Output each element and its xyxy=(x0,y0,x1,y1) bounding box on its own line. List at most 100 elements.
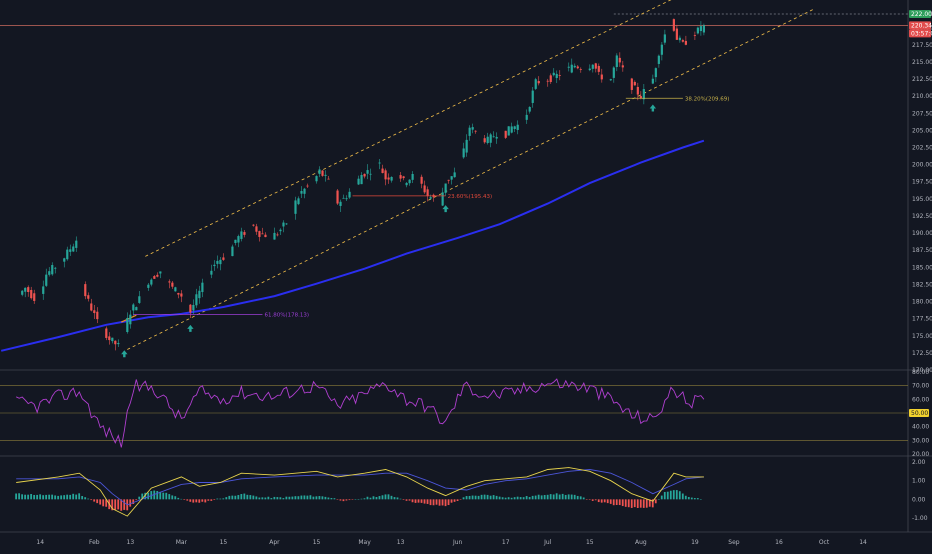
candle[interactable] xyxy=(255,223,258,235)
candle[interactable] xyxy=(408,179,411,186)
candle[interactable] xyxy=(195,288,198,308)
candle[interactable] xyxy=(663,29,666,45)
candle[interactable] xyxy=(390,176,393,183)
candle[interactable] xyxy=(600,68,603,83)
candle[interactable] xyxy=(702,23,706,36)
candle[interactable] xyxy=(378,159,381,170)
candle[interactable] xyxy=(324,170,327,182)
candle[interactable] xyxy=(447,179,450,184)
candle[interactable] xyxy=(327,176,330,180)
candle[interactable] xyxy=(213,260,216,271)
candle[interactable] xyxy=(552,68,555,77)
candle[interactable] xyxy=(138,291,141,304)
candle[interactable] xyxy=(654,67,657,83)
candle[interactable] xyxy=(159,271,162,279)
candle[interactable] xyxy=(474,130,477,134)
candle[interactable] xyxy=(171,280,174,289)
candle[interactable] xyxy=(231,244,234,257)
candle[interactable] xyxy=(48,267,51,277)
candle[interactable] xyxy=(591,64,594,73)
candle[interactable] xyxy=(129,310,132,329)
candle[interactable] xyxy=(633,80,636,86)
macd-panel[interactable] xyxy=(15,467,704,517)
candle[interactable] xyxy=(675,24,678,40)
macd-line[interactable] xyxy=(16,467,704,517)
candle[interactable] xyxy=(63,257,66,268)
macd-signal-line[interactable] xyxy=(16,469,704,506)
candle[interactable] xyxy=(546,78,549,87)
candle[interactable] xyxy=(444,183,447,196)
candle[interactable] xyxy=(657,54,660,68)
candle[interactable] xyxy=(399,172,402,182)
price-panel[interactable]: 61.80%(178.13) 23.60%(195.43) 38.20%(209.6… xyxy=(0,0,908,358)
candle[interactable] xyxy=(489,132,492,148)
candle[interactable] xyxy=(96,307,99,324)
candle[interactable] xyxy=(219,256,222,271)
rsi-line[interactable] xyxy=(15,378,705,448)
candle[interactable] xyxy=(555,70,558,84)
channel-lower-line[interactable] xyxy=(127,8,816,350)
candle[interactable] xyxy=(42,280,45,300)
candle[interactable] xyxy=(87,292,90,302)
candle[interactable] xyxy=(429,194,432,201)
candle[interactable] xyxy=(276,232,279,237)
candle[interactable] xyxy=(381,164,384,174)
candle[interactable] xyxy=(264,232,267,238)
candle[interactable] xyxy=(258,230,261,242)
candle[interactable] xyxy=(339,199,342,212)
candle[interactable] xyxy=(174,286,177,292)
candle[interactable] xyxy=(27,285,30,297)
candle[interactable] xyxy=(567,62,570,72)
candle[interactable] xyxy=(132,303,135,316)
candle[interactable] xyxy=(66,246,69,261)
candle[interactable] xyxy=(510,122,513,134)
candle[interactable] xyxy=(678,35,681,43)
candle[interactable] xyxy=(618,52,621,67)
candle[interactable] xyxy=(315,175,318,184)
candle[interactable] xyxy=(210,264,213,279)
candle[interactable] xyxy=(321,170,324,177)
candle[interactable] xyxy=(189,303,192,318)
candle[interactable] xyxy=(285,222,288,226)
candle[interactable] xyxy=(642,84,645,105)
candle[interactable] xyxy=(504,130,507,139)
candle[interactable] xyxy=(294,196,297,220)
candle[interactable] xyxy=(570,58,573,74)
candle[interactable] xyxy=(357,175,360,186)
candle[interactable] xyxy=(84,281,87,300)
candle[interactable] xyxy=(630,77,633,94)
candle[interactable] xyxy=(537,76,540,86)
candle[interactable] xyxy=(180,290,183,303)
candle[interactable] xyxy=(90,298,93,312)
rsi-panel[interactable] xyxy=(0,378,908,448)
candle[interactable] xyxy=(465,134,468,157)
candle[interactable] xyxy=(423,180,426,194)
candle[interactable] xyxy=(201,278,204,298)
candle[interactable] xyxy=(387,173,390,184)
candle[interactable] xyxy=(306,183,309,189)
candle[interactable] xyxy=(549,73,552,84)
moving-average-line[interactable] xyxy=(0,139,705,352)
candle[interactable] xyxy=(597,63,600,75)
candle[interactable] xyxy=(105,326,108,341)
candle[interactable] xyxy=(168,279,171,289)
candle[interactable] xyxy=(243,229,246,238)
candle[interactable] xyxy=(30,286,33,300)
candle[interactable] xyxy=(198,285,201,304)
candle[interactable] xyxy=(534,77,537,90)
candle[interactable] xyxy=(153,275,156,279)
candle[interactable] xyxy=(495,132,498,144)
candle[interactable] xyxy=(21,290,24,297)
candle[interactable] xyxy=(303,187,306,199)
candle[interactable] xyxy=(366,164,369,180)
candle[interactable] xyxy=(342,194,345,199)
candle[interactable] xyxy=(420,174,423,189)
candle[interactable] xyxy=(450,176,453,185)
candle[interactable] xyxy=(117,339,120,348)
candle[interactable] xyxy=(483,135,486,144)
candle[interactable] xyxy=(426,186,429,202)
candle[interactable] xyxy=(579,67,582,73)
candle[interactable] xyxy=(681,38,684,43)
